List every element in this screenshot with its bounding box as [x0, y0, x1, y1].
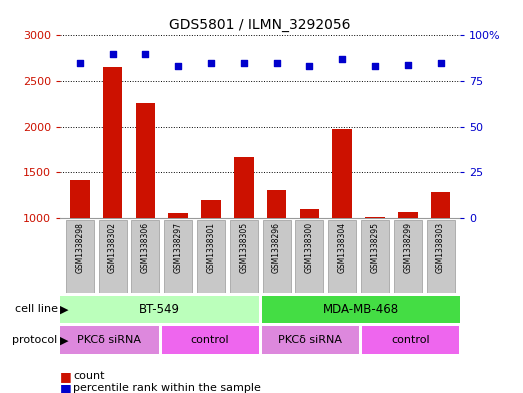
Text: GSM1338298: GSM1338298: [75, 222, 84, 273]
Text: GSM1338301: GSM1338301: [207, 222, 215, 273]
Text: percentile rank within the sample: percentile rank within the sample: [73, 383, 261, 393]
Text: GSM1338305: GSM1338305: [240, 222, 248, 274]
Title: GDS5801 / ILMN_3292056: GDS5801 / ILMN_3292056: [169, 18, 351, 31]
Point: [305, 63, 314, 70]
FancyBboxPatch shape: [361, 220, 389, 293]
Bar: [103, 67, 122, 218]
Text: GSM1338300: GSM1338300: [305, 222, 314, 274]
FancyBboxPatch shape: [197, 220, 225, 293]
Text: GSM1338299: GSM1338299: [403, 222, 412, 273]
Bar: [365, 217, 385, 218]
FancyBboxPatch shape: [427, 220, 454, 293]
Text: GSM1338303: GSM1338303: [436, 222, 445, 274]
Text: GSM1338304: GSM1338304: [338, 222, 347, 274]
Point: [404, 61, 412, 68]
Point: [108, 50, 117, 57]
Point: [436, 60, 445, 66]
Text: control: control: [191, 335, 230, 345]
FancyBboxPatch shape: [262, 296, 460, 323]
Bar: [201, 200, 221, 218]
FancyBboxPatch shape: [230, 220, 258, 293]
Text: PKCδ siRNA: PKCδ siRNA: [278, 335, 342, 345]
Text: GSM1338296: GSM1338296: [272, 222, 281, 273]
Text: ▶: ▶: [60, 305, 68, 314]
Text: BT-549: BT-549: [139, 303, 180, 316]
Text: protocol: protocol: [12, 335, 58, 345]
Text: GSM1338295: GSM1338295: [370, 222, 380, 273]
Bar: [168, 213, 188, 218]
Point: [207, 60, 215, 66]
Bar: [135, 103, 155, 218]
Text: control: control: [391, 335, 429, 345]
Point: [174, 63, 183, 70]
Text: ▶: ▶: [60, 335, 68, 345]
FancyBboxPatch shape: [262, 326, 359, 354]
Text: ■: ■: [60, 382, 72, 393]
FancyBboxPatch shape: [66, 220, 94, 293]
Bar: [431, 192, 450, 218]
FancyBboxPatch shape: [295, 220, 323, 293]
Bar: [300, 209, 319, 218]
Text: GSM1338302: GSM1338302: [108, 222, 117, 273]
Text: PKCδ siRNA: PKCδ siRNA: [77, 335, 141, 345]
Text: count: count: [73, 371, 105, 382]
FancyBboxPatch shape: [162, 326, 258, 354]
FancyBboxPatch shape: [131, 220, 160, 293]
Bar: [332, 129, 352, 218]
Point: [272, 60, 281, 66]
FancyBboxPatch shape: [394, 220, 422, 293]
FancyBboxPatch shape: [164, 220, 192, 293]
FancyBboxPatch shape: [60, 296, 258, 323]
Point: [338, 56, 346, 62]
Point: [76, 60, 84, 66]
FancyBboxPatch shape: [362, 326, 459, 354]
Bar: [70, 180, 89, 218]
FancyBboxPatch shape: [99, 220, 127, 293]
Point: [240, 60, 248, 66]
FancyBboxPatch shape: [60, 326, 158, 354]
Text: GSM1338306: GSM1338306: [141, 222, 150, 274]
FancyBboxPatch shape: [328, 220, 356, 293]
Point: [371, 63, 379, 70]
Bar: [234, 157, 254, 218]
FancyBboxPatch shape: [263, 220, 291, 293]
Bar: [267, 190, 287, 218]
Point: [141, 50, 150, 57]
Text: MDA-MB-468: MDA-MB-468: [323, 303, 399, 316]
Text: ■: ■: [60, 370, 72, 383]
Text: GSM1338297: GSM1338297: [174, 222, 183, 273]
Text: cell line: cell line: [15, 305, 58, 314]
Bar: [398, 212, 417, 218]
